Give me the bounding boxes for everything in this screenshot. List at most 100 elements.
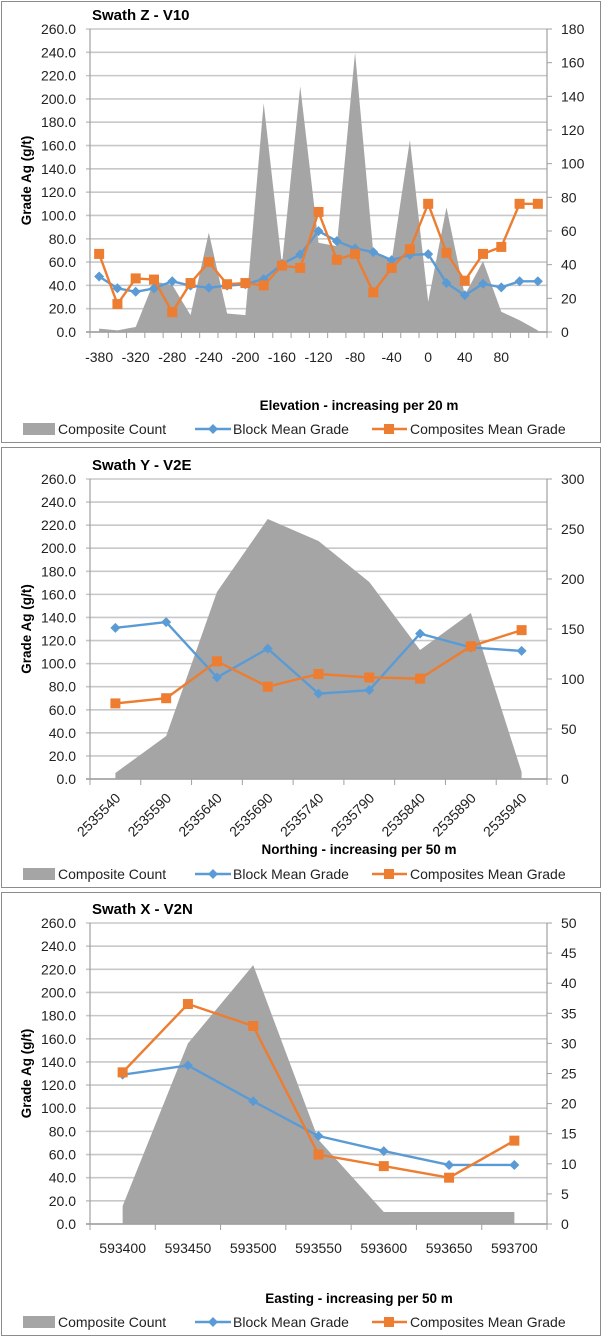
marker-block-mean-grade: [262, 643, 273, 654]
marker-block-mean-grade: [444, 1159, 455, 1170]
chart-title: Swath Z - V10: [92, 7, 190, 24]
legend-marker-square: [384, 869, 394, 879]
y2-tick-label: 140: [561, 88, 585, 104]
y2-tick-label: 250: [561, 521, 585, 537]
x-tick-label: 2535940: [480, 790, 530, 840]
y-tick-label: 200.0: [41, 540, 76, 556]
marker-composites-mean-grade: [496, 241, 507, 252]
marker-block-mean-grade: [112, 283, 123, 294]
marker-block-mean-grade: [161, 617, 172, 628]
y2-tick-label: 25: [561, 1066, 577, 1082]
marker-block-mean-grade: [516, 645, 527, 656]
y-tick-label: 60.0: [49, 254, 76, 270]
y-tick-label: 60.0: [49, 1147, 76, 1163]
y-tick-label: 80.0: [49, 231, 76, 247]
y2-tick-label: 20: [561, 1096, 577, 1112]
legend-marker-square: [384, 1317, 394, 1327]
x-tick-label: -120: [304, 349, 332, 365]
y2-tick-label: 15: [561, 1126, 577, 1142]
y-tick-label: 100.0: [41, 656, 76, 672]
x-tick-label: -80: [345, 349, 365, 365]
marker-composites-mean-grade: [386, 262, 397, 273]
y-tick-label: 40.0: [49, 725, 76, 741]
marker-composites-mean-grade: [444, 1172, 455, 1183]
legend-label: Composites Mean Grade: [410, 421, 566, 437]
chart-swath-x: Swath X - V2N 0.0 20.0 40.0 60.0 80.0 100.0 120…: [19, 901, 577, 1330]
marker-composites-mean-grade: [117, 1067, 128, 1078]
y-tick-label: 180.0: [41, 563, 76, 579]
y-tick-label: 80.0: [49, 679, 76, 695]
marker-block-mean-grade: [423, 249, 434, 260]
marker-block-mean-grade: [364, 685, 375, 696]
legend-label: Composites Mean Grade: [410, 866, 566, 882]
y-tick-label: 200.0: [41, 91, 76, 107]
y2-tick-label: 120: [561, 122, 585, 138]
y2-tick-label: 5: [561, 1186, 569, 1202]
y2-tick-label: 160: [561, 55, 585, 71]
y-tick-label: 0.0: [57, 324, 77, 340]
legend-label: Block Mean Grade: [233, 421, 349, 437]
marker-block-mean-grade: [478, 278, 489, 289]
chart-title: Swath Y - V2E: [92, 457, 192, 474]
y2-tick-label: 50: [561, 721, 577, 737]
x-tick-label: 593450: [165, 1240, 212, 1256]
x-tick-label: 2535690: [226, 790, 276, 840]
marker-block-mean-grade: [441, 278, 452, 289]
marker-block-mean-grade: [459, 290, 470, 301]
y2-tick-label: 20: [561, 290, 577, 306]
y-tick-label: 220.0: [41, 961, 76, 977]
y-tick-label: 120.0: [41, 633, 76, 649]
marker-block-mean-grade: [378, 1146, 389, 1157]
y-tick-label: 240.0: [41, 938, 76, 954]
y2-tick-label: 200: [561, 571, 585, 587]
x-tick-label: -280: [158, 349, 186, 365]
x-tick-label: -240: [195, 349, 223, 365]
y-tick-label: 180.0: [41, 1008, 76, 1024]
chart-panel-swath-z: Swath Z - V10 0.0 20.0 40.0 60.0 80.0 100.0 120…: [1, 1, 601, 443]
y-tick-label: 100.0: [41, 1100, 76, 1116]
legend-label: Composite Count: [58, 1314, 166, 1330]
y2-tick-label: 45: [561, 945, 577, 961]
marker-composites-mean-grade: [203, 257, 214, 268]
legend-label: Composite Count: [58, 866, 166, 882]
marker-block-mean-grade: [331, 236, 342, 247]
y-tick-label: 260.0: [41, 21, 76, 37]
marker-composites-mean-grade: [313, 1149, 324, 1160]
chart-swath-z: Swath Z - V10 0.0 20.0 40.0 60.0 80.0 100.0 120…: [19, 7, 585, 437]
marker-block-mean-grade: [509, 1159, 520, 1170]
marker-composites-mean-grade: [423, 198, 434, 209]
marker-composites-mean-grade: [415, 673, 426, 684]
chart-panel-swath-x: Swath X - V2N 0.0 20.0 40.0 60.0 80.0 100.0 120…: [1, 892, 601, 1336]
x-tick-label: 2535790: [328, 790, 378, 840]
legend-label: Block Mean Grade: [233, 1314, 349, 1330]
marker-composites-mean-grade: [276, 260, 287, 271]
marker-composites-mean-grade: [262, 681, 273, 692]
x-tick-label: -320: [122, 349, 150, 365]
marker-composites-mean-grade: [441, 247, 452, 258]
marker-block-mean-grade: [496, 282, 507, 293]
x-tick-label: 593600: [360, 1240, 407, 1256]
marker-composites-mean-grade: [211, 656, 222, 667]
x-tick-label: -380: [85, 349, 113, 365]
y-tick-label: 20.0: [49, 301, 76, 317]
y2-tick-label: 300: [561, 471, 585, 487]
marker-block-mean-grade: [130, 286, 141, 297]
marker-block-mean-grade: [211, 672, 222, 683]
marker-composites-mean-grade: [378, 1161, 389, 1172]
x-tick-label: 80: [494, 349, 510, 365]
marker-composites-mean-grade: [110, 698, 121, 709]
y-tick-label: 220.0: [41, 517, 76, 533]
legend-label: Composites Mean Grade: [410, 1314, 566, 1330]
marker-composites-mean-grade: [313, 669, 324, 679]
legend-label: Composite Count: [58, 421, 166, 437]
x-tick-label: 40: [457, 349, 473, 365]
x-tick-label: -40: [382, 349, 402, 365]
legend-swatch-composite-count: [23, 868, 55, 880]
x-tick-label: -160: [268, 349, 296, 365]
marker-composites-mean-grade: [161, 693, 172, 704]
x-axis-label: Elevation - increasing per 20 m: [260, 398, 459, 413]
x-axis-label: Northing - increasing per 50 m: [261, 842, 456, 857]
x-tick-label: 2535890: [429, 790, 479, 840]
marker-composites-mean-grade: [459, 275, 470, 286]
marker-composites-mean-grade: [167, 307, 178, 318]
